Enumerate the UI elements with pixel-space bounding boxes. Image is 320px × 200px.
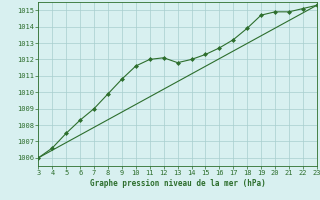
X-axis label: Graphe pression niveau de la mer (hPa): Graphe pression niveau de la mer (hPa) xyxy=(90,179,266,188)
